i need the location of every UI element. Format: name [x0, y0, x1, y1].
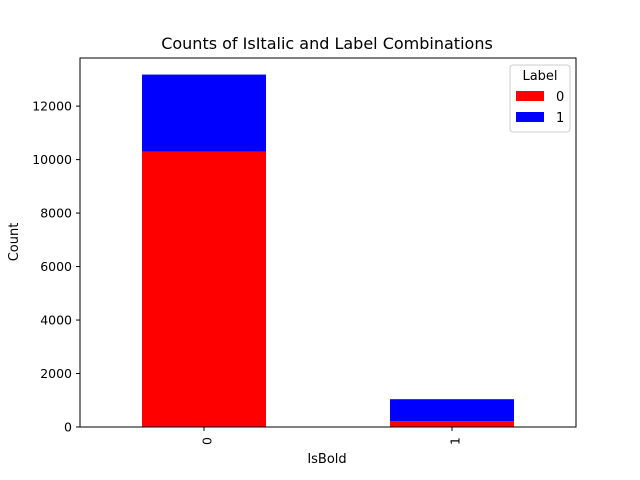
bar-isbold-1-label-1: [390, 399, 514, 422]
y-tick-label: 8000: [40, 206, 72, 221]
y-tick-label: 4000: [40, 313, 72, 328]
y-tick-label: 12000: [32, 99, 72, 114]
legend-title: Label: [522, 69, 557, 84]
x-tick-label: 1: [448, 437, 463, 445]
x-axis-label: IsBold: [307, 452, 346, 467]
y-tick-label: 0: [64, 420, 72, 435]
legend-items: 01: [516, 90, 564, 126]
y-tick-label: 6000: [40, 259, 72, 274]
legend-label-0: 0: [556, 90, 564, 105]
y-axis-ticks: 0 2000 4000 6000 8000 10000 12000: [32, 99, 80, 435]
legend-swatch-0: [516, 91, 544, 101]
y-axis-label: Count: [7, 223, 22, 262]
plot-frame: [79, 57, 577, 428]
bar-isbold-0-label-1: [142, 74, 266, 152]
legend-label-1: 1: [556, 111, 564, 126]
y-tick-label: 2000: [40, 366, 72, 381]
chart-title: Counts of IsItalic and Label Combination…: [161, 34, 493, 53]
legend: Label 01: [509, 64, 571, 133]
y-tick-label: 10000: [32, 152, 72, 167]
bar-isbold-1-label-0: [390, 421, 514, 427]
bar-isbold-0-label-0: [142, 151, 266, 427]
legend-swatch-1: [516, 112, 544, 122]
x-tick-label: 0: [200, 437, 215, 445]
bars-group: [142, 74, 514, 427]
